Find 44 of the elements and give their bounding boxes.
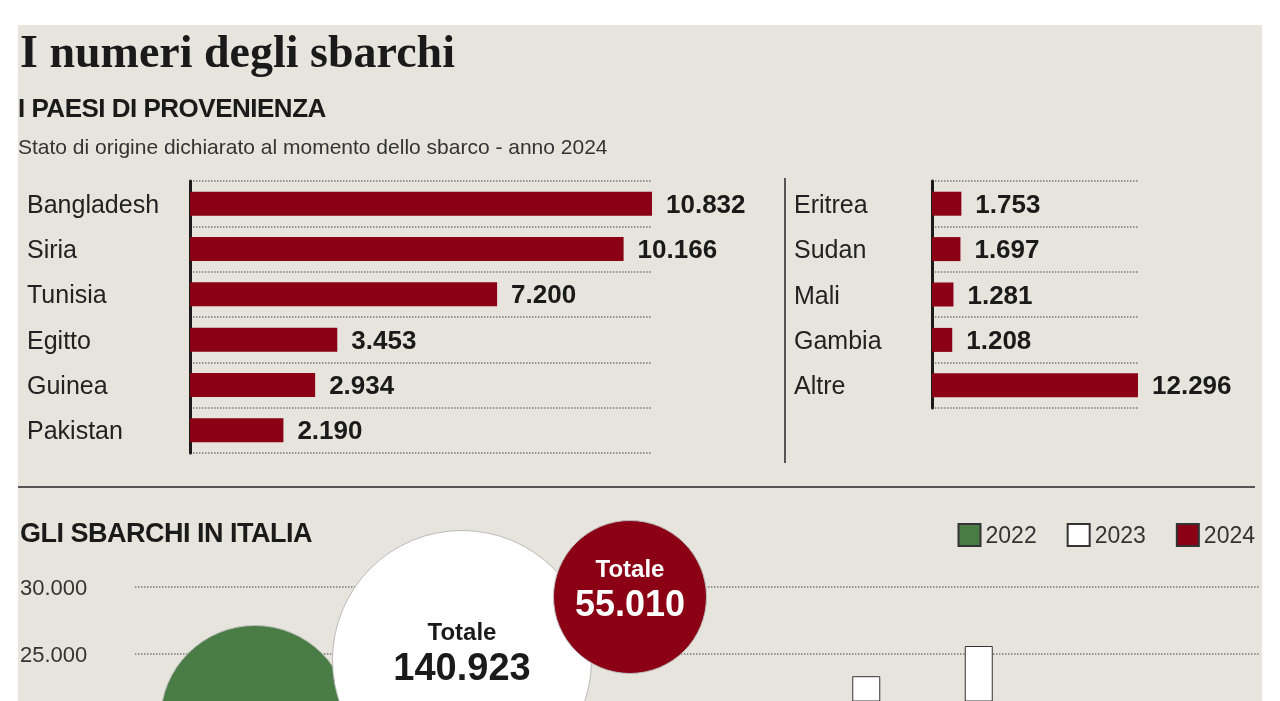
y-tick-label: Bangladesh [27, 189, 160, 218]
legend-label: 2024 [1203, 522, 1256, 548]
data-label: 1.208 [966, 324, 1032, 355]
data-label: 10.832 [666, 188, 746, 219]
bar [190, 327, 338, 352]
bar [932, 191, 962, 216]
bar [190, 373, 316, 397]
data-label: 7.200 [511, 279, 577, 310]
data-label: 2.934 [329, 370, 395, 400]
data-label: 2.190 [297, 415, 363, 446]
y-tick-label: 25.000 [20, 641, 88, 667]
bar [190, 282, 498, 307]
y-tick-label: Altre [794, 371, 846, 400]
y-tick-label: Eritrea [794, 189, 868, 218]
data-label: 3.453 [351, 324, 417, 355]
chart-subtitle: I PAESI DI PROVENIENZA [18, 93, 326, 124]
bar [190, 237, 624, 261]
y-tick-label: Egitto [27, 325, 91, 354]
annotation: Totale 140.923 [392, 618, 532, 690]
legend-label: 2022 [985, 522, 1037, 548]
legend-label: 2023 [1094, 522, 1146, 548]
y-tick-label: Gambia [794, 325, 882, 354]
bar [932, 237, 961, 262]
text: Stato di origine dichiarato al momento dello sbarco - anno 2024 [18, 135, 608, 159]
data-label: 1.753 [975, 188, 1041, 219]
bar [932, 373, 1138, 398]
bar [190, 418, 284, 443]
annotation: Totale 55.010 [573, 555, 687, 624]
y-tick-label: Mali [794, 280, 840, 309]
y-tick-label: Siria [27, 235, 78, 263]
y-tick-label: 30.000 [20, 574, 88, 600]
bar [190, 191, 652, 216]
y-tick-label: Guinea [27, 371, 108, 399]
data-label: 10.166 [637, 234, 718, 264]
chart-title: I numeri degli sbarchi [20, 25, 455, 78]
data-label: 12.296 [1152, 370, 1232, 401]
y-tick-label: Sudan [794, 235, 867, 264]
y-tick-label: Pakistan [27, 416, 123, 445]
chart-title: GLI SBARCHI IN ITALIA [20, 518, 312, 549]
bar [932, 327, 953, 352]
bar [932, 282, 954, 307]
data-label: 1.697 [974, 234, 1040, 265]
y-tick-label: Tunisia [27, 280, 107, 309]
data-label: 1.281 [967, 279, 1033, 310]
